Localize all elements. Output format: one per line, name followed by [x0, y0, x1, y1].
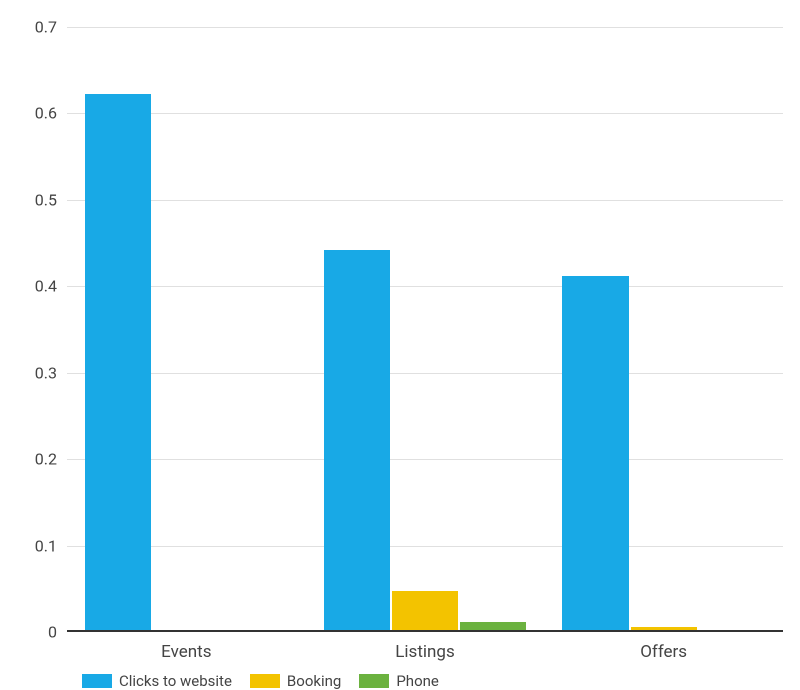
- bar: [631, 627, 697, 630]
- legend-item: Phone: [359, 672, 439, 690]
- y-tick-label: 0.3: [35, 363, 67, 382]
- bar: [460, 622, 526, 630]
- gridline: [67, 113, 783, 114]
- bar: [324, 250, 390, 630]
- y-tick-label: 0: [48, 623, 67, 642]
- gridline: [67, 200, 783, 201]
- gridline: [67, 546, 783, 547]
- bar: [392, 591, 458, 630]
- bar: [562, 276, 628, 630]
- legend: Clicks to website Booking Phone: [82, 672, 439, 690]
- y-tick-label: 0.5: [35, 190, 67, 209]
- gridline: [67, 459, 783, 460]
- bar: [85, 94, 151, 630]
- gridline: [67, 373, 783, 374]
- y-tick-label: 0.4: [35, 277, 67, 296]
- legend-label: Clicks to website: [119, 672, 232, 690]
- x-tick-label: Listings: [395, 630, 454, 662]
- y-tick-label: 0.1: [35, 536, 67, 555]
- gridline: [67, 27, 783, 28]
- legend-label: Phone: [396, 672, 439, 690]
- gridline: [67, 286, 783, 287]
- x-tick-label: Events: [161, 630, 211, 662]
- legend-item: Booking: [250, 672, 341, 690]
- x-tick-label: Offers: [640, 630, 687, 662]
- y-tick-label: 0.2: [35, 450, 67, 469]
- y-tick-label: 0.7: [35, 18, 67, 37]
- chart-container: 0 0.1 0.2 0.3 0.4 0.5 0.6 0.7 Events Listings Offe…: [0, 0, 800, 686]
- legend-label: Booking: [287, 672, 341, 690]
- y-tick-label: 0.6: [35, 104, 67, 123]
- legend-item: Clicks to website: [82, 672, 232, 690]
- plot-area: 00.10.20.30.40.50.60.7EventsListingsOffe…: [67, 27, 783, 632]
